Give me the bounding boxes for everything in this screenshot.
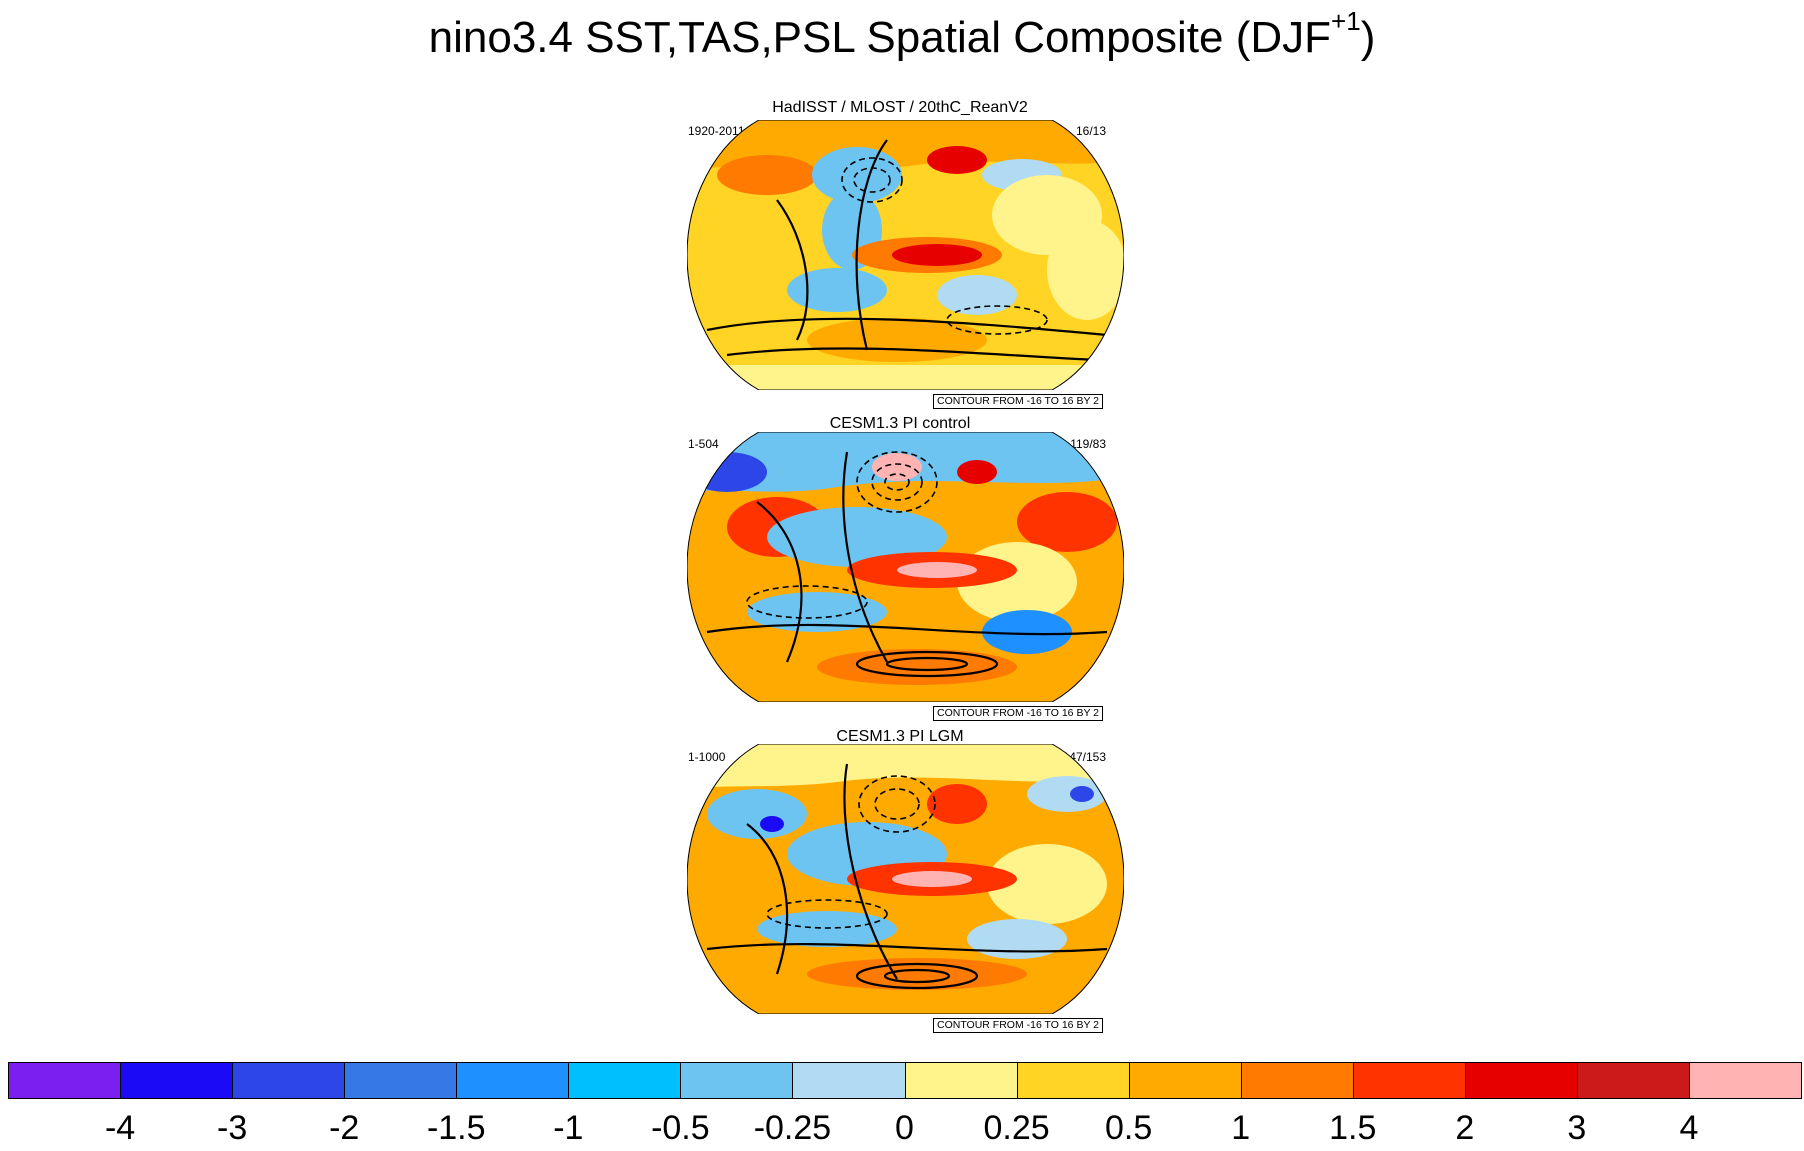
panel-title: HadISST / MLOST / 20thC_ReanV2 — [772, 99, 1028, 116]
colorbar-box — [680, 1062, 794, 1099]
colorbar-box — [1464, 1062, 1578, 1099]
colorbar-box — [1016, 1062, 1130, 1099]
colorbar-tick-label: 0.25 — [983, 1109, 1050, 1147]
colorbar-box — [568, 1062, 682, 1099]
colorbar-box — [1352, 1062, 1466, 1099]
colorbar-tick-label: 0.5 — [1104, 1109, 1153, 1147]
contour-info-label: CONTOUR FROM -16 TO 16 BY 2 — [933, 1018, 1104, 1033]
panel-years: 1920-2011 — [688, 124, 745, 138]
colorbar-tick-label: 3 — [1567, 1109, 1587, 1147]
colorbar-tick-label: 4 — [1679, 1109, 1699, 1147]
colorbar-tick-label: 0 — [895, 1109, 914, 1147]
colorbar-tick-label: -3 — [217, 1109, 248, 1147]
colorbar-box — [1128, 1062, 1242, 1099]
panel-counts: 119/83 — [1070, 437, 1106, 451]
colorbar-box — [120, 1062, 234, 1099]
map-observations — [687, 120, 1124, 390]
contour-info-label: CONTOUR FROM -16 TO 16 BY 2 — [933, 706, 1104, 721]
panel-counts: 16/13 — [1075, 124, 1106, 138]
colorbar-box — [1240, 1062, 1354, 1099]
main-title-close: ) — [1360, 13, 1376, 62]
main-title: nino3.4 SST,TAS,PSL Spatial Composite (D… — [0, 8, 1804, 68]
map-pi-control — [687, 432, 1124, 702]
panel-years: 1-504 — [688, 437, 719, 451]
contour-info-label: CONTOUR FROM -16 TO 16 BY 2 — [933, 394, 1104, 409]
colorbar-box — [1688, 1062, 1802, 1099]
panel-title: CESM1.3 PI control — [829, 415, 971, 432]
colorbar-box — [1576, 1062, 1690, 1099]
colorbar-box — [904, 1062, 1018, 1099]
colorbar-tick-label: -0.5 — [651, 1109, 710, 1147]
colorbar-tick-label: 2 — [1455, 1109, 1475, 1147]
colorbar-box — [456, 1062, 570, 1099]
colorbar-tick-label: -4 — [104, 1109, 136, 1147]
colorbar-box — [792, 1062, 906, 1099]
colorbar-tick-label: -2 — [329, 1109, 360, 1147]
map-pi-lgm — [687, 744, 1124, 1014]
colorbar-tick-label: 1.5 — [1329, 1109, 1377, 1147]
main-title-superscript: +1 — [1331, 6, 1361, 36]
panel-years: 1-1000 — [688, 750, 726, 764]
colorbar-tick-label: -0.25 — [753, 1109, 832, 1147]
panel-title: CESM1.3 PI LGM — [836, 728, 964, 745]
colorbar-box — [8, 1062, 122, 1099]
colorbar-tick-label: -1.5 — [426, 1109, 486, 1147]
colorbar — [8, 1062, 1802, 1101]
colorbar-box — [232, 1062, 346, 1099]
colorbar-tick-label: 1 — [1231, 1109, 1251, 1147]
colorbar-box — [344, 1062, 458, 1099]
colorbar-tick-label: -1 — [553, 1109, 584, 1147]
main-title-text: nino3.4 SST,TAS,PSL Spatial Composite (D… — [428, 13, 1332, 62]
